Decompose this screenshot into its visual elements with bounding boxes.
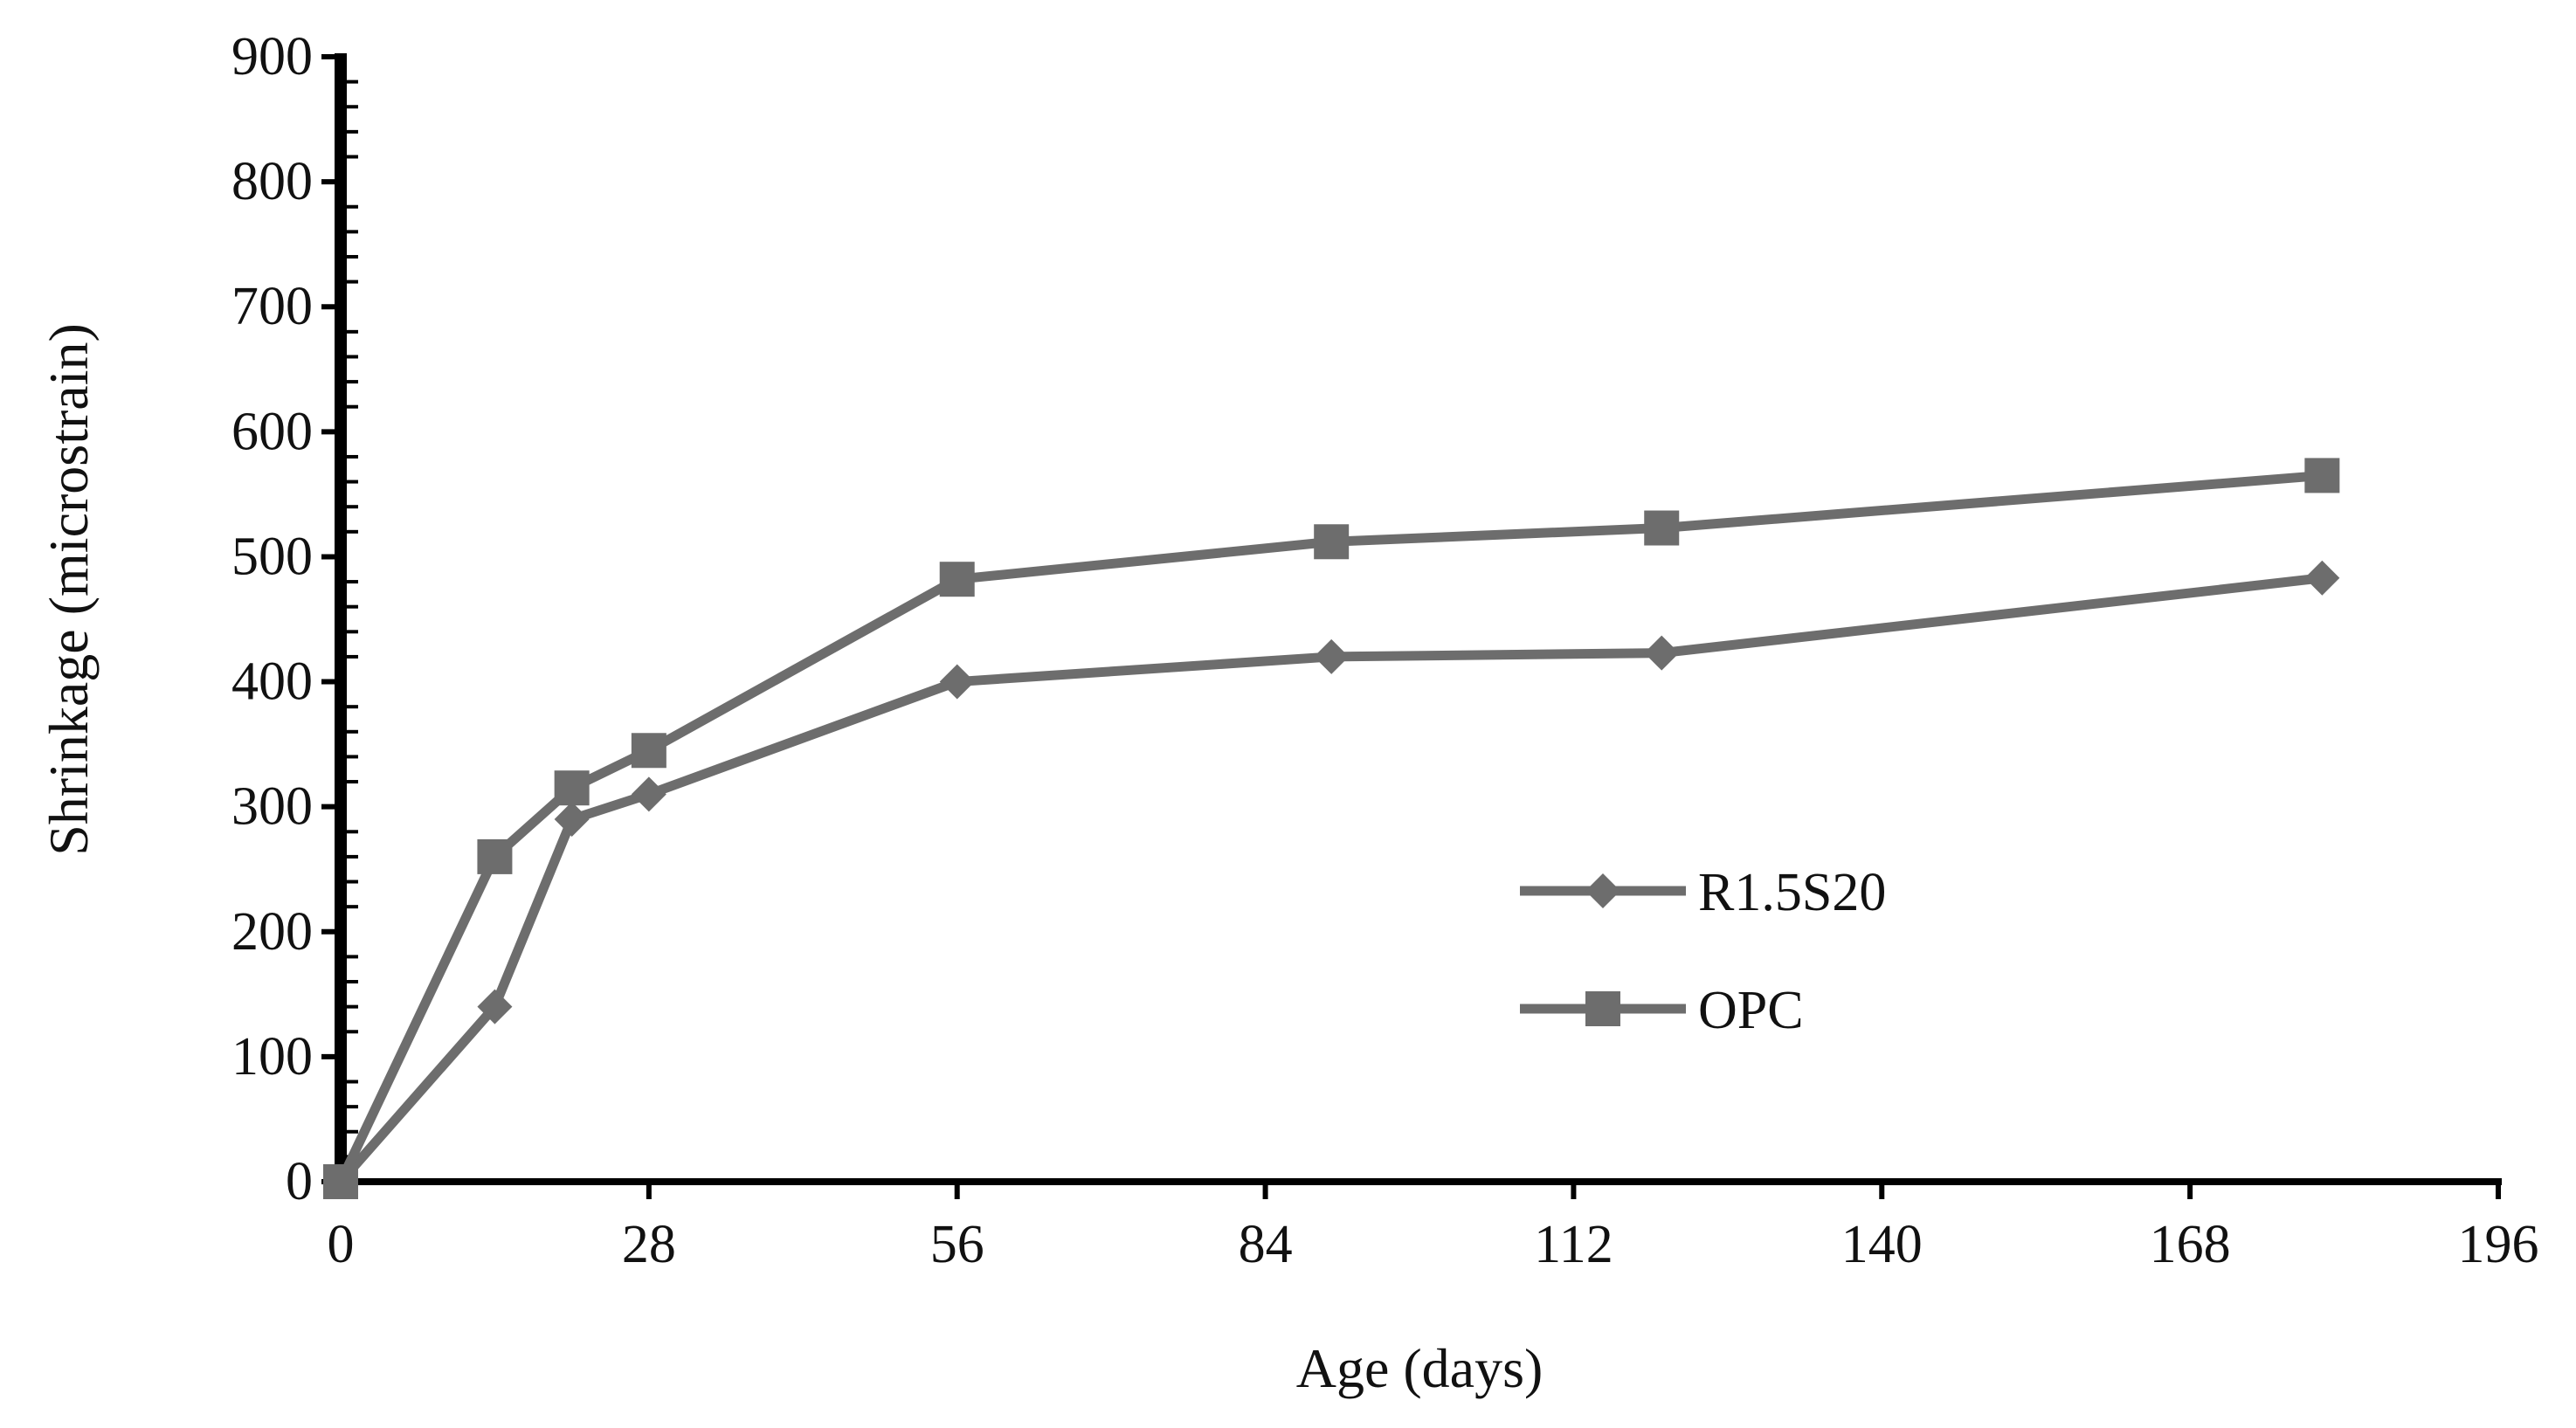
series-opc [323, 458, 2340, 1199]
data-point-r1-5s20 [477, 989, 513, 1024]
data-point-opc [1644, 510, 1680, 546]
y-tick-label-700: 700 [231, 277, 313, 336]
x-tick-label-0: 0 [328, 1215, 355, 1274]
legend-marker-opc [1585, 991, 1620, 1026]
y-tick-label-300: 300 [231, 777, 313, 837]
series-line-opc [335, 470, 2327, 1187]
data-point-r1-5s20 [939, 664, 975, 700]
legend-entry-opc: OPC [1520, 981, 1804, 1040]
y-tick-label-500: 500 [231, 527, 313, 586]
y-tick-label-900: 900 [231, 27, 313, 86]
data-point-r1-5s20 [554, 801, 590, 837]
y-tick-label-600: 600 [231, 402, 313, 461]
data-point-opc [323, 1164, 358, 1199]
legend: R1.5S20 OPC [1520, 863, 1886, 1040]
data-point-r1-5s20 [1644, 635, 1680, 671]
x-tick-label-196: 196 [2458, 1215, 2539, 1274]
x-tick-label-28: 28 [622, 1215, 676, 1274]
data-point-opc [631, 733, 666, 769]
legend-entry-r1-5s20: R1.5S20 [1520, 863, 1886, 922]
x-axis-title: Age (days) [1296, 1337, 1544, 1399]
data-point-r1-5s20 [2304, 560, 2340, 596]
data-point-opc [939, 562, 975, 597]
x-tick-label-84: 84 [1239, 1215, 1293, 1274]
series-line-r1-5s20 [335, 573, 2327, 1187]
y-tick-label-0: 0 [286, 1152, 313, 1211]
x-tick-label-56: 56 [930, 1215, 984, 1274]
data-point-opc [2304, 458, 2340, 493]
y-tick-label-100: 100 [231, 1027, 313, 1087]
data-point-opc [554, 770, 590, 806]
series-r1-5s20 [323, 560, 2340, 1199]
data-point-opc [477, 838, 513, 874]
y-tick-label-800: 800 [231, 152, 313, 211]
legend-label-opc: OPC [1698, 981, 1804, 1040]
x-tick-label-140: 140 [1841, 1215, 1923, 1274]
y-tick-label-200: 200 [231, 902, 313, 962]
data-point-r1-5s20 [1314, 638, 1350, 674]
x-tick-label-112: 112 [1534, 1215, 1613, 1274]
axes-layer: 0 100 200 300 400 500 600 700 800 900 0 28 56 84 112 14… [231, 27, 2539, 1274]
legend-label-r1-5s20: R1.5S20 [1698, 863, 1886, 922]
y-axis-title: Shrinkage (microstrain) [38, 323, 100, 856]
y-tick-label-400: 400 [231, 652, 313, 712]
series-layer [323, 458, 2340, 1199]
x-tick-label-168: 168 [2150, 1215, 2231, 1274]
data-point-opc [1314, 524, 1350, 560]
data-point-r1-5s20 [631, 776, 666, 812]
legend-marker-r1-5s20 [1585, 873, 1620, 908]
